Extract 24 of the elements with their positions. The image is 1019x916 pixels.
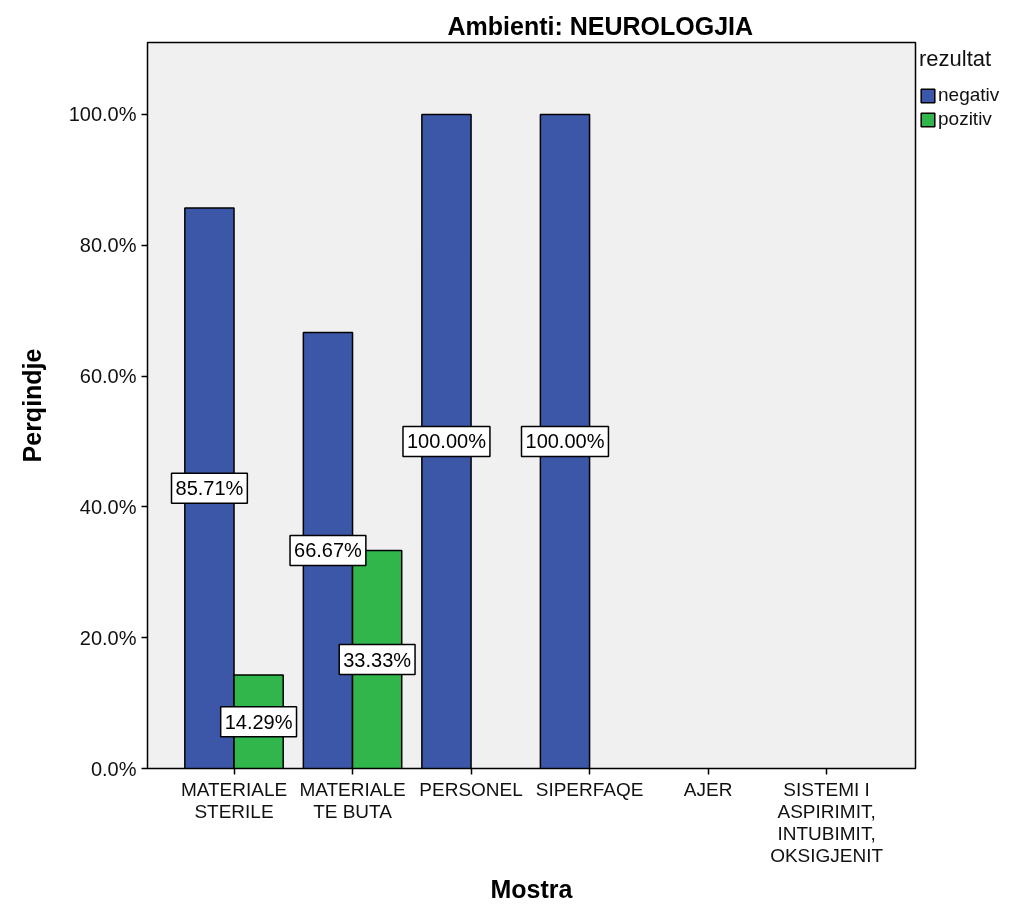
y-axis-title: Perqindje [17, 348, 46, 463]
y-tick-label: 60.0% [79, 365, 137, 388]
legend-label: negativ [938, 84, 1000, 106]
x-tick-label: SISTEMI I ASPIRIMIT, INTUBIMIT, OKSIGJENIT [770, 778, 884, 866]
y-tick-label: 80.0% [79, 234, 137, 257]
data-label: 100.00% [406, 430, 487, 453]
data-label: 33.33% [343, 648, 412, 671]
y-tick-label: 20.0% [79, 626, 137, 649]
y-tick-label: 100.0% [68, 103, 137, 126]
data-label: 14.29% [224, 710, 293, 733]
legend-title: rezultat [919, 46, 993, 72]
data-label: 100.00% [525, 430, 605, 453]
x-axis-title: Mostra [490, 874, 574, 903]
x-tick-label: AJER [683, 778, 733, 800]
x-tick-label: PERSONEL [419, 778, 523, 800]
data-label: 85.71% [175, 477, 244, 500]
y-tick-label: 40.0% [79, 495, 137, 518]
y-tick-label: 0.0% [90, 757, 137, 780]
x-tick-label: MATERIALE STERILE [180, 778, 288, 822]
data-label: 66.67% [294, 539, 363, 562]
x-tick-label: SIPERFAQE [535, 778, 644, 800]
chart-title: Ambienti: NEUROLOGJIA [447, 11, 754, 40]
legend-label: pozitiv [938, 108, 992, 130]
x-tick-label: MATERIALE TE BUTA [299, 778, 406, 822]
